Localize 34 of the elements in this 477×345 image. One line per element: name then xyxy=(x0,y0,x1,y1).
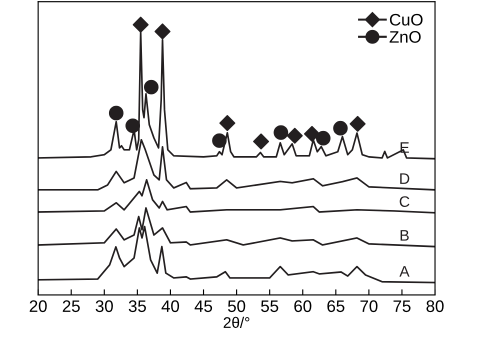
point xyxy=(350,116,366,132)
x-tick-label: 65 xyxy=(327,300,344,312)
x-tick-label: 45 xyxy=(194,300,212,312)
x-tick-label: 40 xyxy=(162,300,180,312)
point xyxy=(286,128,303,144)
x-tick-label: 80 xyxy=(426,300,444,312)
x-tick-label: 50 xyxy=(228,300,246,312)
x-tick-label: 20 xyxy=(30,300,47,312)
legend-label: CuO xyxy=(390,14,423,26)
x-tick-label: 75 xyxy=(394,300,411,312)
point xyxy=(154,23,170,40)
point xyxy=(316,130,331,146)
x-tick-label: 35 xyxy=(128,300,146,312)
series-label: A xyxy=(399,266,410,277)
point xyxy=(132,16,149,33)
x-tick-label: 55 xyxy=(261,300,278,312)
point xyxy=(108,106,124,120)
series-label: B xyxy=(400,230,409,241)
point xyxy=(333,120,348,136)
point xyxy=(219,115,236,132)
x-tick-label: 25 xyxy=(62,300,80,312)
x-tick-label: 70 xyxy=(360,300,378,312)
point xyxy=(274,125,288,140)
x-axis-title: 2θ/° xyxy=(224,316,250,328)
point xyxy=(253,133,270,150)
point xyxy=(212,133,227,148)
x-tick-label: 60 xyxy=(294,300,312,312)
x-tick-label: 30 xyxy=(96,300,113,312)
series-label: D xyxy=(400,173,410,184)
point xyxy=(304,126,320,142)
point xyxy=(144,80,159,94)
point xyxy=(125,118,140,134)
series-label: C xyxy=(400,196,410,208)
legend-label: ZnO xyxy=(390,31,421,43)
